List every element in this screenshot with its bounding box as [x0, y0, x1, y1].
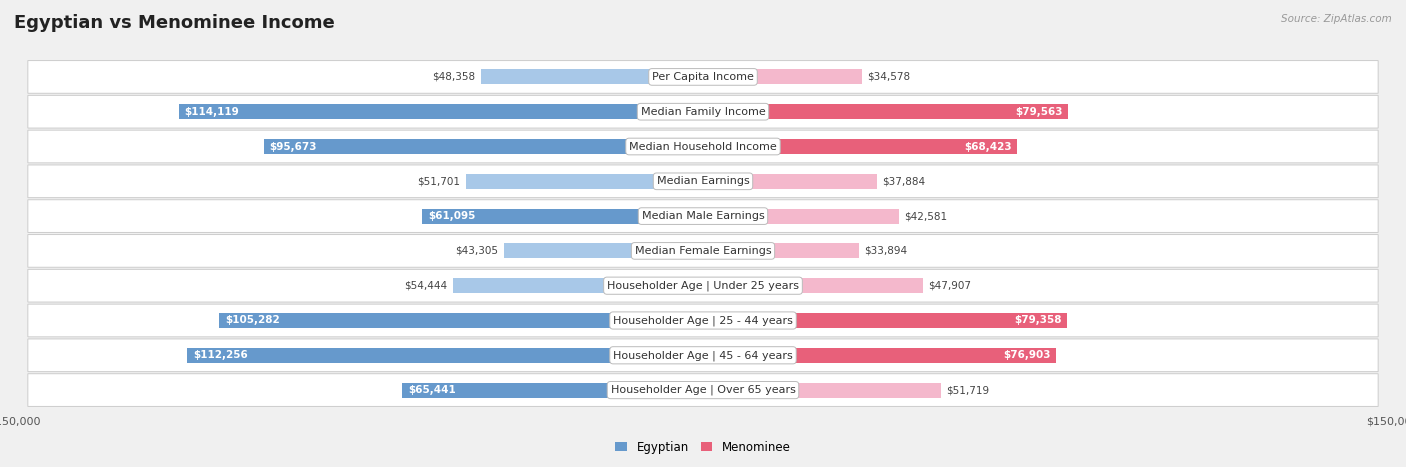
- Text: $79,358: $79,358: [1015, 316, 1062, 325]
- FancyBboxPatch shape: [422, 209, 703, 224]
- Text: Median Female Earnings: Median Female Earnings: [634, 246, 772, 256]
- Text: $43,305: $43,305: [456, 246, 499, 256]
- Text: $68,423: $68,423: [965, 142, 1012, 151]
- FancyBboxPatch shape: [28, 130, 1378, 163]
- FancyBboxPatch shape: [28, 200, 1378, 233]
- Text: Householder Age | 45 - 64 years: Householder Age | 45 - 64 years: [613, 350, 793, 361]
- Text: Householder Age | Over 65 years: Householder Age | Over 65 years: [610, 385, 796, 396]
- FancyBboxPatch shape: [402, 382, 703, 397]
- Text: $105,282: $105,282: [225, 316, 280, 325]
- Text: $61,095: $61,095: [427, 211, 475, 221]
- FancyBboxPatch shape: [453, 278, 703, 293]
- Text: $65,441: $65,441: [408, 385, 456, 395]
- Text: $54,444: $54,444: [405, 281, 447, 290]
- FancyBboxPatch shape: [703, 209, 898, 224]
- Legend: Egyptian, Menominee: Egyptian, Menominee: [610, 436, 796, 458]
- FancyBboxPatch shape: [703, 348, 1056, 363]
- Text: Median Family Income: Median Family Income: [641, 107, 765, 117]
- FancyBboxPatch shape: [703, 174, 877, 189]
- FancyBboxPatch shape: [28, 234, 1378, 267]
- FancyBboxPatch shape: [703, 382, 941, 397]
- Text: Egyptian vs Menominee Income: Egyptian vs Menominee Income: [14, 14, 335, 32]
- FancyBboxPatch shape: [28, 304, 1378, 337]
- Text: $51,701: $51,701: [418, 177, 460, 186]
- Text: Householder Age | Under 25 years: Householder Age | Under 25 years: [607, 281, 799, 291]
- FancyBboxPatch shape: [28, 95, 1378, 128]
- FancyBboxPatch shape: [703, 104, 1069, 119]
- FancyBboxPatch shape: [703, 139, 1018, 154]
- FancyBboxPatch shape: [179, 104, 703, 119]
- FancyBboxPatch shape: [28, 61, 1378, 93]
- Text: Median Male Earnings: Median Male Earnings: [641, 211, 765, 221]
- FancyBboxPatch shape: [263, 139, 703, 154]
- Text: Householder Age | 25 - 44 years: Householder Age | 25 - 44 years: [613, 315, 793, 326]
- Text: $95,673: $95,673: [269, 142, 316, 151]
- Text: $76,903: $76,903: [1004, 350, 1050, 360]
- Text: Median Earnings: Median Earnings: [657, 177, 749, 186]
- Text: $48,358: $48,358: [432, 72, 475, 82]
- FancyBboxPatch shape: [28, 269, 1378, 302]
- FancyBboxPatch shape: [465, 174, 703, 189]
- FancyBboxPatch shape: [28, 339, 1378, 372]
- Text: Per Capita Income: Per Capita Income: [652, 72, 754, 82]
- FancyBboxPatch shape: [703, 243, 859, 258]
- FancyBboxPatch shape: [505, 243, 703, 258]
- FancyBboxPatch shape: [187, 348, 703, 363]
- FancyBboxPatch shape: [481, 70, 703, 85]
- FancyBboxPatch shape: [219, 313, 703, 328]
- FancyBboxPatch shape: [28, 374, 1378, 406]
- FancyBboxPatch shape: [703, 278, 922, 293]
- Text: $33,894: $33,894: [865, 246, 907, 256]
- Text: Median Household Income: Median Household Income: [628, 142, 778, 151]
- Text: $51,719: $51,719: [946, 385, 990, 395]
- FancyBboxPatch shape: [703, 70, 862, 85]
- Text: $34,578: $34,578: [868, 72, 911, 82]
- Text: $112,256: $112,256: [193, 350, 247, 360]
- Text: $37,884: $37,884: [883, 177, 925, 186]
- Text: $79,563: $79,563: [1015, 107, 1063, 117]
- Text: Source: ZipAtlas.com: Source: ZipAtlas.com: [1281, 14, 1392, 24]
- FancyBboxPatch shape: [28, 165, 1378, 198]
- Text: $114,119: $114,119: [184, 107, 239, 117]
- Text: $47,907: $47,907: [928, 281, 972, 290]
- FancyBboxPatch shape: [703, 313, 1067, 328]
- Text: $42,581: $42,581: [904, 211, 948, 221]
